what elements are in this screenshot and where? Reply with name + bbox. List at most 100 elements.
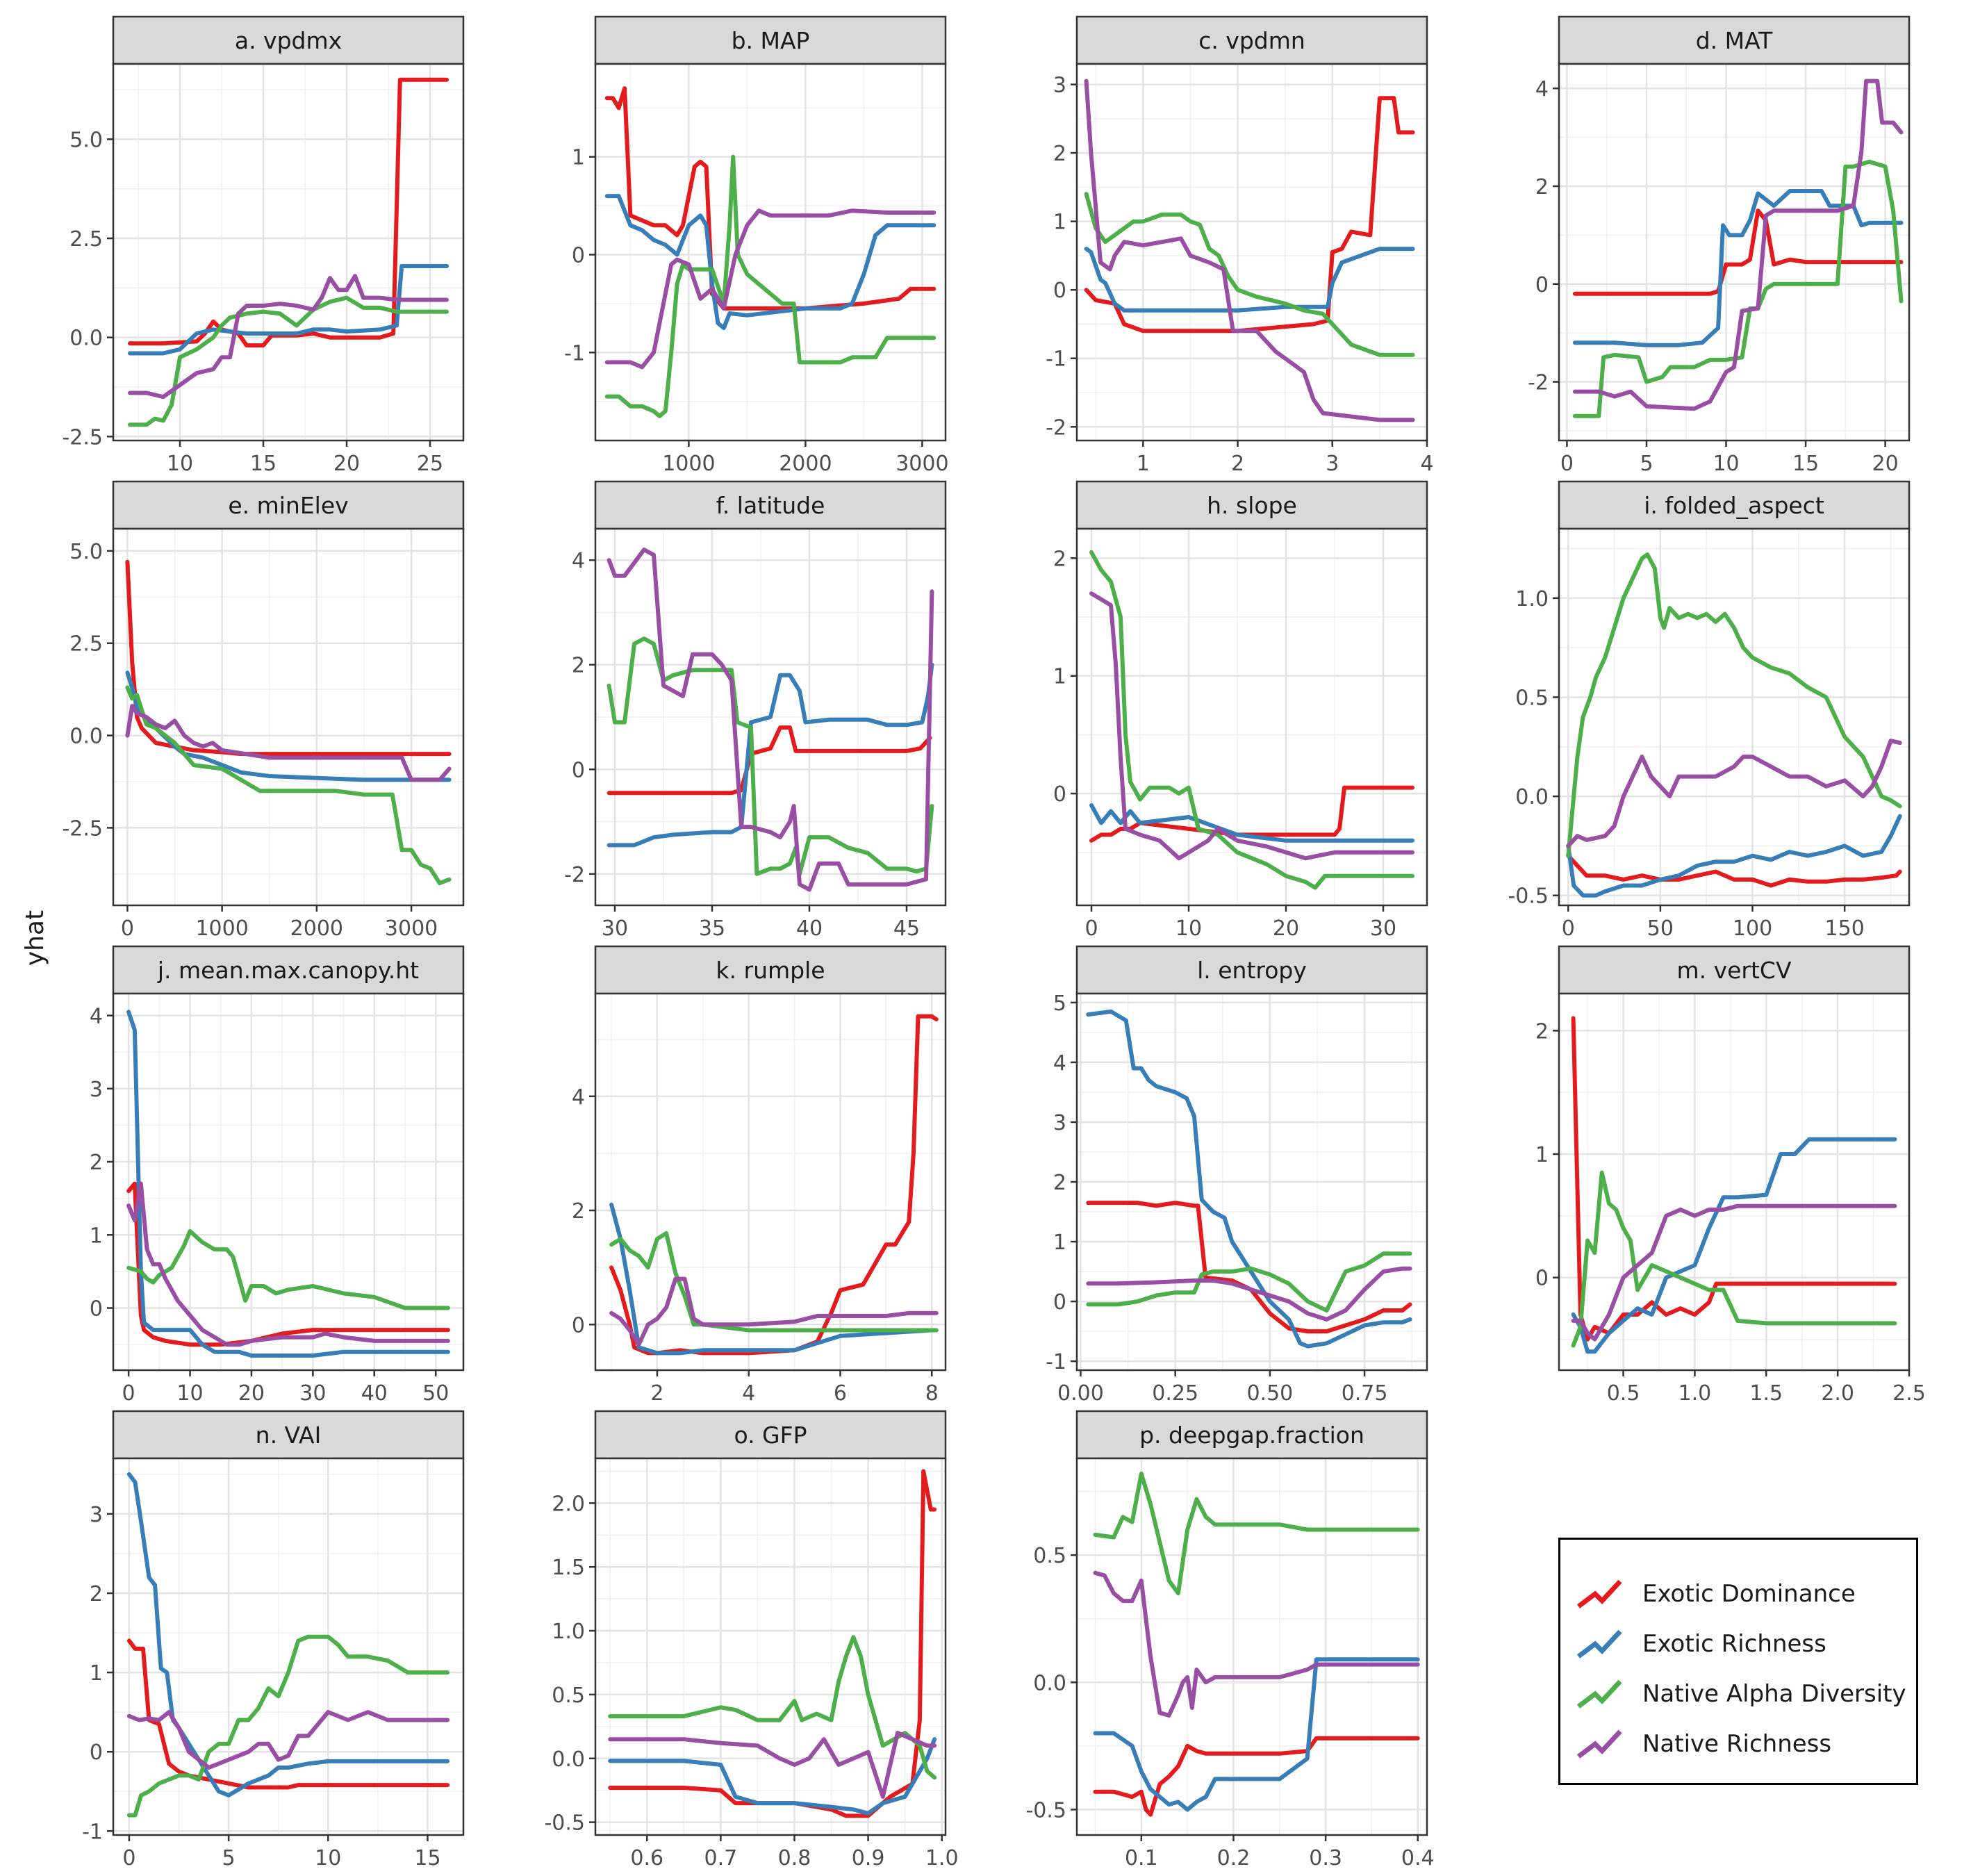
panel-border bbox=[1075, 63, 1428, 442]
series-line-exotic-richness bbox=[128, 264, 449, 356]
x-tick-label: 0.7 bbox=[704, 1846, 738, 1870]
facet-panel: e. minElev 0 1000 2000 3000 -2.5 0.0 2.5 5.0 bbox=[62, 480, 465, 941]
plot-area bbox=[113, 994, 463, 1370]
x-tick-label: 2 bbox=[650, 1381, 663, 1406]
series-line-native-richness bbox=[1093, 1570, 1420, 1718]
series-line-native-richness bbox=[1086, 1266, 1412, 1322]
panel-border bbox=[112, 992, 465, 1372]
legend-item: Native Alpha Diversity bbox=[1573, 1673, 1906, 1715]
facet-panel: c. vpdmn 1 2 3 4 -2 -1 0 1 2 3 bbox=[1046, 15, 1434, 476]
panel-border bbox=[1558, 992, 1911, 1372]
series-line-native-alpha-diversity bbox=[609, 1231, 939, 1333]
y-tick-label: -1 bbox=[82, 1820, 103, 1844]
x-tick-label: 0.8 bbox=[778, 1846, 811, 1870]
y-tick-label: 5.0 bbox=[69, 128, 103, 152]
facet-strip bbox=[1075, 945, 1428, 995]
x-tick-label: 5 bbox=[1640, 452, 1653, 476]
panel-border bbox=[594, 1457, 947, 1836]
facet-strip bbox=[594, 480, 947, 530]
facet-strip bbox=[1558, 480, 1911, 530]
series-line-native-alpha-diversity bbox=[128, 295, 449, 427]
x-tick-label: 0 bbox=[1084, 916, 1098, 941]
y-tick-label: 0.5 bbox=[1033, 1544, 1066, 1568]
x-tick-label: 0.5 bbox=[1607, 1381, 1640, 1406]
y-tick-label: -2 bbox=[1528, 371, 1549, 395]
facet-panel: j. mean.max.canopy.ht 0 10 20 30 40 50 0 1 2 3 4 bbox=[90, 945, 465, 1406]
y-tick-label: 2 bbox=[90, 1582, 103, 1606]
facet-panel: n. VAI 0 5 10 15 -1 0 1 2 3 bbox=[82, 1410, 465, 1870]
x-tick-label: 8 bbox=[925, 1381, 939, 1406]
panel-border bbox=[1075, 527, 1428, 907]
plot-area bbox=[1077, 1458, 1427, 1835]
y-tick-label: 3 bbox=[90, 1503, 103, 1527]
series-line-exotic-richness bbox=[608, 1737, 937, 1816]
series-line-exotic-richness bbox=[604, 194, 937, 331]
facet-title: n. VAI bbox=[256, 1422, 322, 1449]
x-tick-label: 0.75 bbox=[1342, 1381, 1388, 1406]
x-tick-label: 2 bbox=[1231, 452, 1244, 476]
x-tick-label: 2000 bbox=[779, 452, 832, 476]
y-tick-label: 3 bbox=[90, 1078, 103, 1102]
legend-label: Exotic Richness bbox=[1642, 1630, 1826, 1658]
facet-title: l. entropy bbox=[1197, 957, 1307, 984]
x-tick-label: 10 bbox=[176, 1381, 203, 1406]
x-tick-label: 3000 bbox=[896, 452, 948, 476]
panel-border bbox=[112, 63, 465, 442]
x-tick-label: 2.5 bbox=[1892, 1381, 1926, 1406]
legend: Exotic Dominance Exotic Richness Native … bbox=[1558, 1538, 1918, 1785]
y-tick-label: 3 bbox=[1053, 1111, 1066, 1135]
x-tick-label: 40 bbox=[361, 1381, 388, 1406]
x-tick-label: 0 bbox=[121, 916, 134, 941]
facet-panel: k. rumple 2 4 6 8 0 2 4 bbox=[572, 945, 947, 1406]
y-tick-label: 0 bbox=[90, 1741, 103, 1765]
facet-title: o. GFP bbox=[734, 1422, 807, 1449]
facet-title: b. MAP bbox=[732, 27, 810, 54]
y-tick-label: 1 bbox=[90, 1661, 103, 1686]
facet-title: j. mean.max.canopy.ht bbox=[157, 957, 419, 984]
x-tick-label: 1000 bbox=[195, 916, 248, 941]
x-tick-label: 20 bbox=[1273, 916, 1299, 941]
y-tick-label: 0 bbox=[1053, 782, 1066, 807]
y-tick-label: 2.5 bbox=[69, 632, 103, 657]
facet-strip bbox=[1558, 945, 1911, 995]
y-tick-label: 0 bbox=[572, 244, 585, 268]
y-tick-label: -2.5 bbox=[62, 816, 103, 841]
series-line-exotic-dominance bbox=[1571, 1016, 1897, 1342]
x-tick-label: 1.5 bbox=[1749, 1381, 1783, 1406]
legend-key-exotic-richness bbox=[1576, 1629, 1622, 1659]
series-line-exotic-dominance bbox=[1084, 96, 1415, 334]
y-tick-label: 3 bbox=[1053, 74, 1066, 98]
plot-area bbox=[113, 64, 463, 441]
y-tick-label: -1 bbox=[1046, 347, 1066, 372]
series-line-native-richness bbox=[126, 1710, 450, 1770]
facet-title: a. vpdmx bbox=[235, 27, 342, 54]
x-tick-label: 25 bbox=[417, 452, 443, 476]
x-tick-label: 0.3 bbox=[1309, 1846, 1342, 1870]
y-tick-label: 0.5 bbox=[1515, 686, 1549, 710]
y-tick-label: 1 bbox=[572, 146, 585, 170]
facet-title: d. MAT bbox=[1696, 27, 1773, 54]
y-tick-label: 1 bbox=[1535, 1143, 1549, 1167]
y-tick-label: 0.0 bbox=[1033, 1671, 1066, 1695]
x-tick-label: 20 bbox=[238, 1381, 265, 1406]
y-tick-label: 0 bbox=[1535, 1267, 1549, 1291]
legend-label: Exotic Dominance bbox=[1642, 1580, 1856, 1608]
series-line-native-richness bbox=[126, 1181, 450, 1347]
x-tick-label: 0.4 bbox=[1401, 1846, 1435, 1870]
panel-border bbox=[1075, 1457, 1428, 1836]
series-line-exotic-richness bbox=[1093, 1657, 1420, 1812]
facet-panel: m. vertCV 0.5 1.0 1.5 2.0 2.5 0 1 2 bbox=[1535, 945, 1926, 1406]
y-tick-label: 1.0 bbox=[552, 1620, 585, 1644]
legend-key-exotic-dominance bbox=[1576, 1579, 1622, 1608]
x-tick-label: 10 bbox=[1175, 916, 1202, 941]
x-tick-label: 15 bbox=[414, 1846, 440, 1870]
y-tick-label: 4 bbox=[90, 1005, 103, 1029]
y-tick-label: 0 bbox=[1053, 279, 1066, 303]
legend-item: Exotic Dominance bbox=[1573, 1573, 1906, 1615]
series-line-native-alpha-diversity bbox=[1571, 1170, 1897, 1348]
x-tick-label: 0.50 bbox=[1246, 1381, 1293, 1406]
plot-area bbox=[595, 64, 946, 441]
y-tick-label: 5.0 bbox=[69, 540, 103, 564]
series-line-exotic-richness bbox=[1089, 803, 1414, 843]
y-tick-label: -1 bbox=[1046, 1350, 1066, 1374]
